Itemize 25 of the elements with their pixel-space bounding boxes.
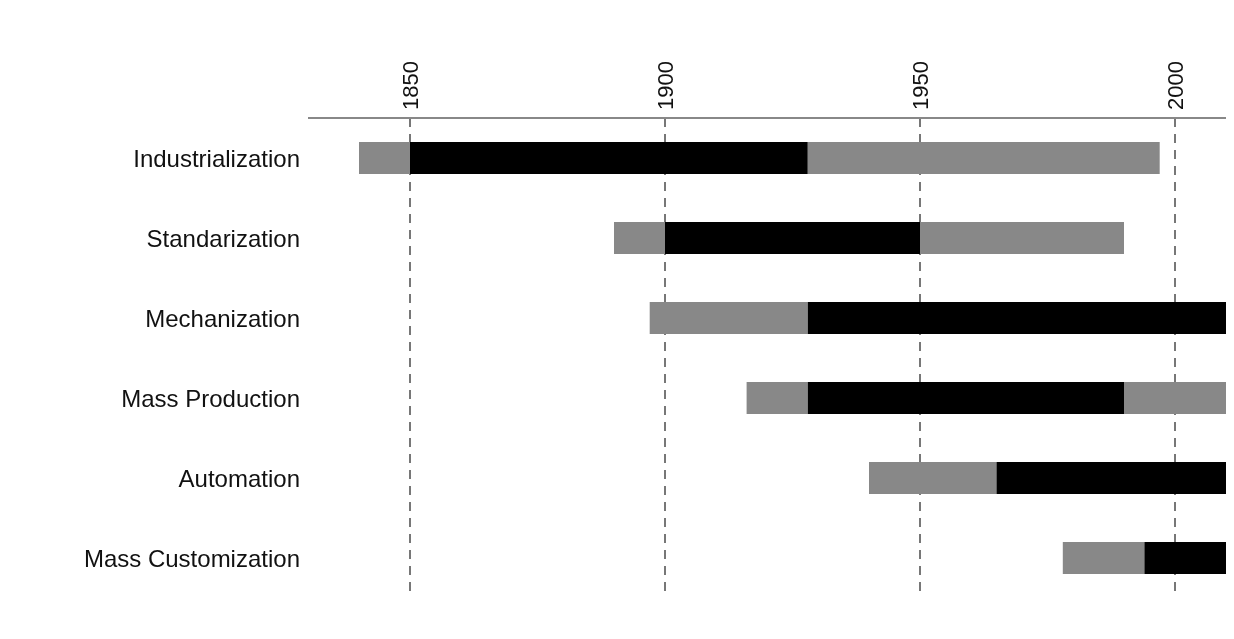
bar (920, 222, 1124, 254)
y-tick-label: Mechanization (145, 304, 300, 332)
bar (807, 382, 1124, 414)
x-tick-label: 1950 (908, 61, 933, 110)
bar (1144, 542, 1226, 574)
bar (614, 222, 665, 254)
y-tick-label: Mass Customization (83, 544, 300, 572)
bar (359, 142, 410, 174)
bar (996, 462, 1226, 494)
y-tick-label: Mass Production (121, 384, 300, 412)
bar (649, 302, 808, 334)
y-tick-label: Industrialization (133, 144, 300, 172)
bar (410, 142, 808, 174)
bar (746, 382, 808, 414)
bar (1062, 542, 1145, 574)
x-tick-label: 2000 (1163, 61, 1188, 110)
bar (665, 222, 920, 254)
bar (807, 302, 1226, 334)
bar (1124, 382, 1226, 414)
x-tick-label: 1900 (653, 61, 678, 110)
y-tick-label: Automation (178, 464, 300, 492)
y-tick-label: Standarization (146, 224, 300, 252)
bar (869, 462, 997, 494)
bar (807, 142, 1160, 174)
x-tick-label: 1850 (398, 61, 423, 110)
